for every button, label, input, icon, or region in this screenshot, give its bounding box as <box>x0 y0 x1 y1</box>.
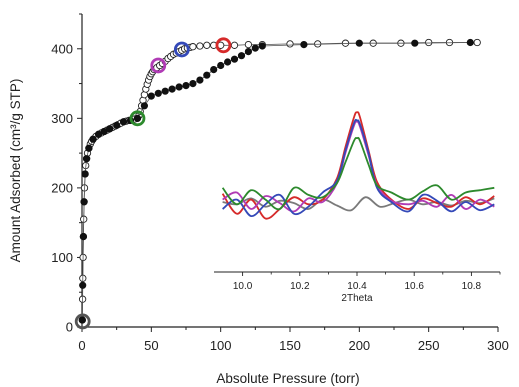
data-point-filled <box>161 87 169 95</box>
x-tick-label: 250 <box>418 338 440 353</box>
data-point-filled <box>106 125 114 133</box>
data-point-filled <box>82 155 91 163</box>
inset-x-tick-label: 10.8 <box>462 281 482 292</box>
data-point-open <box>425 38 433 47</box>
y-tick-label: 100 <box>51 250 73 265</box>
data-point-open <box>203 41 211 49</box>
data-point-open <box>230 41 239 49</box>
highlight-circle <box>74 313 91 330</box>
data-point-filled <box>217 61 225 70</box>
data-point-filled <box>89 135 97 143</box>
series-0-line <box>81 42 478 321</box>
main-plot: 0 50 100 150 200 250 300 0 100 200 300 400 Absolute … <box>8 13 509 386</box>
data-point-filled <box>85 144 93 152</box>
x-axis-title: Absolute Pressure (torr) <box>216 371 359 386</box>
highlight-circle <box>129 110 146 127</box>
data-point-filled <box>79 281 87 289</box>
y-tick-label: 300 <box>51 111 73 126</box>
y-axis-title: Amount Adsorbed (cm³/g STP) <box>8 79 23 263</box>
data-point-filled <box>224 58 232 66</box>
data-point-filled <box>94 130 103 138</box>
data-point-filled <box>81 170 89 178</box>
data-point-filled <box>168 85 176 93</box>
data-point-filled <box>244 47 252 56</box>
data-point-filled <box>411 39 419 47</box>
data-point-filled <box>237 52 246 60</box>
inset-x-tick-label: 10.4 <box>347 281 367 292</box>
data-point-filled <box>79 233 87 241</box>
highlight-circle <box>215 37 232 54</box>
y-tick-label: 400 <box>51 41 73 56</box>
data-point-filled <box>300 40 308 49</box>
data-point-filled <box>175 83 183 91</box>
data-point-filled <box>80 198 88 206</box>
data-point-filled <box>210 65 218 74</box>
highlight-circle <box>173 41 190 58</box>
data-point-open <box>473 38 481 47</box>
highlight-circle <box>150 57 167 74</box>
inset-plot: 10.0 10.2 10.4 10.6 10.8 2Theta <box>214 111 501 304</box>
data-point-filled <box>78 316 86 324</box>
x-tick-label: 100 <box>210 338 232 353</box>
x-tick-label: 150 <box>279 338 301 353</box>
y-tick-label: 0 <box>66 320 73 335</box>
data-point-filled <box>466 38 474 47</box>
data-point-filled <box>147 92 155 100</box>
data-point-filled <box>113 121 121 129</box>
inset-x-tick-label: 10.6 <box>404 281 424 292</box>
x-tick-label: 200 <box>348 338 370 353</box>
data-point-open <box>196 42 204 50</box>
data-point-filled <box>119 118 128 126</box>
inset-x-tick-label: 10.0 <box>233 281 253 292</box>
data-point-filled <box>133 114 142 122</box>
data-point-open <box>286 40 294 48</box>
data-point-filled <box>230 55 239 63</box>
x-tick-label: 50 <box>144 338 158 353</box>
data-point-filled <box>154 89 162 97</box>
inset-x-tick-label: 10.2 <box>290 281 310 292</box>
data-point-open <box>189 43 197 51</box>
series-1-line <box>81 42 471 321</box>
x-tick-label: 300 <box>487 338 509 353</box>
inset-pattern-curve-0 <box>222 196 495 212</box>
data-point-open <box>244 40 253 49</box>
data-point-filled <box>196 76 204 84</box>
x-tick-label: 0 <box>78 338 85 353</box>
inset-x-axis-title: 2Theta <box>341 293 373 304</box>
data-point-filled <box>189 79 197 88</box>
data-point-filled <box>251 44 259 52</box>
data-point-filled <box>258 42 266 50</box>
data-point-filled <box>355 39 363 47</box>
y-tick-label: 200 <box>51 180 73 195</box>
inset-pattern-curve-4 <box>221 136 495 211</box>
inset-pattern-curve-3 <box>222 118 495 217</box>
data-point-filled <box>182 81 190 90</box>
data-point-filled <box>203 71 211 79</box>
data-point-filled <box>140 102 148 110</box>
